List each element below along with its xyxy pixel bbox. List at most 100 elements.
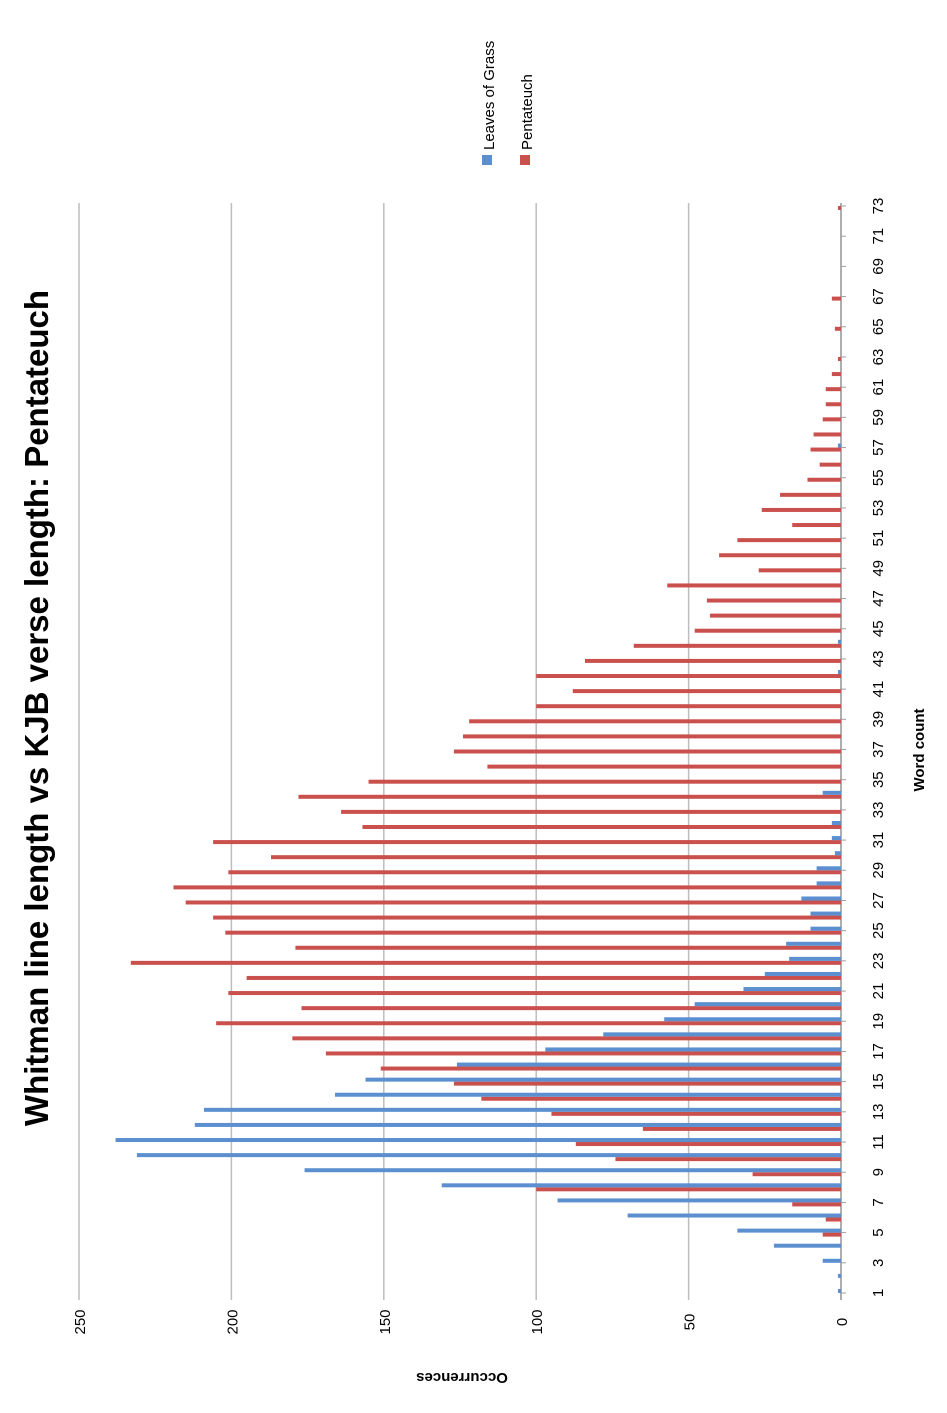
y-axis-label: Occurrences bbox=[416, 1369, 508, 1386]
bar-pentateuch-67 bbox=[831, 296, 841, 301]
chart-title: Whitman line length vs KJB verse length:… bbox=[18, 290, 55, 1126]
bar-pentateuch-26 bbox=[213, 915, 841, 920]
bar-leaves-of-grass-16 bbox=[456, 1062, 841, 1067]
x-tick-label-71: 71 bbox=[870, 228, 887, 245]
bar-leaves-of-grass-28 bbox=[816, 881, 841, 886]
bar-pentateuch-12 bbox=[642, 1126, 841, 1131]
x-tick-label-23: 23 bbox=[870, 953, 887, 970]
x-tick-label-15: 15 bbox=[870, 1073, 887, 1090]
bar-pentateuch-16 bbox=[380, 1066, 841, 1071]
bar-pentateuch-17 bbox=[325, 1051, 841, 1056]
bar-pentateuch-25 bbox=[225, 930, 841, 935]
bar-pentateuch-43 bbox=[584, 658, 841, 663]
y-tick-label-100: 100 bbox=[529, 1309, 546, 1334]
x-tick-label-51: 51 bbox=[870, 530, 887, 547]
x-tick-label-53: 53 bbox=[870, 500, 887, 517]
x-tick-label-35: 35 bbox=[870, 771, 887, 788]
x-tick-label-33: 33 bbox=[870, 802, 887, 819]
bar-pentateuch-38 bbox=[463, 734, 841, 739]
bar-pentateuch-41 bbox=[572, 689, 841, 694]
x-tick-label-47: 47 bbox=[870, 590, 887, 607]
x-tick-label-5: 5 bbox=[870, 1228, 887, 1236]
bar-leaves-of-grass-32 bbox=[831, 820, 841, 825]
bar-leaves-of-grass-14 bbox=[335, 1092, 841, 1097]
x-tick-label-61: 61 bbox=[870, 379, 887, 396]
bar-leaves-of-grass-18 bbox=[603, 1032, 841, 1037]
bar-leaves-of-grass-29 bbox=[816, 866, 841, 871]
bar-pentateuch-61 bbox=[825, 387, 841, 392]
x-tick-label-9: 9 bbox=[870, 1168, 887, 1176]
bar-leaves-of-grass-26 bbox=[810, 911, 841, 916]
bar-pentateuch-39 bbox=[469, 719, 841, 724]
bar-pentateuch-44 bbox=[633, 643, 841, 648]
x-tick-label-39: 39 bbox=[870, 711, 887, 728]
bar-leaves-of-grass-30 bbox=[834, 851, 841, 856]
bar-pentateuch-65 bbox=[834, 326, 841, 331]
bar-pentateuch-33 bbox=[341, 809, 841, 814]
x-tick-label-17: 17 bbox=[870, 1043, 887, 1060]
bar-leaves-of-grass-15 bbox=[365, 1077, 841, 1082]
legend: Leaves of Grass Pentateuch bbox=[481, 41, 536, 165]
x-tick-label-63: 63 bbox=[870, 349, 887, 366]
bar-pentateuch-32 bbox=[362, 824, 841, 829]
bar-leaves-of-grass-31 bbox=[831, 836, 841, 841]
bar-pentateuch-37 bbox=[453, 749, 841, 754]
x-tick-label-37: 37 bbox=[870, 741, 887, 758]
bar-pentateuch-18 bbox=[292, 1036, 841, 1041]
bar-pentateuch-55 bbox=[807, 477, 841, 482]
legend-swatch-leaves-of-grass bbox=[482, 155, 492, 165]
bar-pentateuch-9 bbox=[752, 1172, 841, 1177]
y-tick-label-0: 0 bbox=[834, 1318, 851, 1326]
x-tick-label-25: 25 bbox=[870, 922, 887, 939]
bar-leaves-of-grass-20 bbox=[694, 1002, 841, 1007]
bar-pentateuch-29 bbox=[228, 870, 842, 875]
x-tick-label-67: 67 bbox=[870, 288, 887, 305]
bar-pentateuch-49 bbox=[758, 568, 841, 573]
bar-leaves-of-grass-1 bbox=[837, 1289, 841, 1293]
bar-pentateuch-42 bbox=[536, 674, 841, 679]
bar-pentateuch-28 bbox=[173, 885, 841, 890]
bar-pentateuch-53 bbox=[761, 507, 841, 512]
pentateuch-series bbox=[130, 206, 842, 1237]
bar-pentateuch-34 bbox=[298, 794, 841, 799]
x-tick-label-13: 13 bbox=[870, 1103, 887, 1120]
bar-leaves-of-grass-24 bbox=[786, 941, 841, 946]
bar-leaves-of-grass-57 bbox=[837, 443, 841, 448]
bar-leaves-of-grass-9 bbox=[304, 1168, 841, 1173]
bar-pentateuch-14 bbox=[481, 1096, 841, 1101]
bar-pentateuch-51 bbox=[737, 538, 841, 543]
bar-leaves-of-grass-6 bbox=[627, 1213, 841, 1218]
x-tick-label-43: 43 bbox=[870, 651, 887, 668]
bar-leaves-of-grass-21 bbox=[743, 987, 841, 992]
bar-leaves-of-grass-7 bbox=[557, 1198, 841, 1203]
bar-pentateuch-36 bbox=[487, 764, 841, 769]
bar-pentateuch-10 bbox=[615, 1157, 841, 1162]
bar-leaves-of-grass-11 bbox=[115, 1138, 842, 1143]
bar-leaves-of-grass-17 bbox=[545, 1047, 841, 1052]
x-tick-label-3: 3 bbox=[870, 1259, 887, 1267]
x-tick-label-31: 31 bbox=[870, 832, 887, 849]
x-axis-label: Word count bbox=[911, 708, 928, 791]
bar-leaves-of-grass-10 bbox=[136, 1153, 842, 1158]
bar-leaves-of-grass-42 bbox=[837, 670, 841, 675]
x-tick-label-69: 69 bbox=[870, 258, 887, 275]
legend-swatch-pentateuch bbox=[520, 155, 530, 165]
bar-pentateuch-19 bbox=[216, 1021, 841, 1026]
x-tick-label-49: 49 bbox=[870, 560, 887, 577]
bar-pentateuch-59 bbox=[822, 417, 841, 422]
bar-pentateuch-47 bbox=[706, 598, 841, 603]
bar-pentateuch-11 bbox=[575, 1142, 841, 1147]
y-tick-label-250: 250 bbox=[72, 1309, 89, 1334]
bar-leaves-of-grass-34 bbox=[822, 790, 841, 795]
bar-pentateuch-15 bbox=[453, 1081, 841, 1086]
bar-pentateuch-20 bbox=[301, 1006, 841, 1011]
x-axis-ticks: 1357911131517192123252729313335373941434… bbox=[841, 198, 887, 1297]
bar-pentateuch-40 bbox=[536, 704, 841, 709]
bar-pentateuch-63 bbox=[837, 356, 841, 361]
bar-pentateuch-23 bbox=[130, 960, 842, 965]
bar-leaves-of-grass-4 bbox=[773, 1243, 841, 1248]
bar-pentateuch-22 bbox=[246, 975, 841, 980]
x-tick-label-41: 41 bbox=[870, 681, 887, 698]
bar-pentateuch-24 bbox=[295, 945, 842, 950]
